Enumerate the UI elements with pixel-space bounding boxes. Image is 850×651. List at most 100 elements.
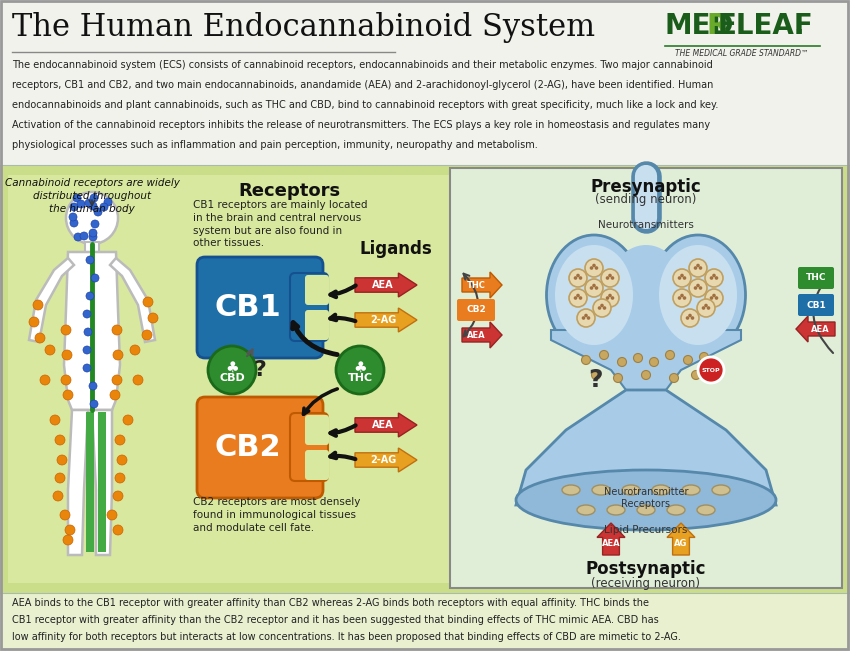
Circle shape xyxy=(595,286,598,290)
Circle shape xyxy=(593,299,611,317)
Circle shape xyxy=(614,374,622,383)
Polygon shape xyxy=(29,258,74,342)
Circle shape xyxy=(579,276,582,280)
Text: Receptors: Receptors xyxy=(238,182,340,200)
Circle shape xyxy=(606,276,609,280)
FancyBboxPatch shape xyxy=(798,267,834,289)
Text: The endocannabinoid system (ECS) consists of cannabinoid receptors, endocannabin: The endocannabinoid system (ECS) consist… xyxy=(12,60,713,70)
Circle shape xyxy=(586,316,590,320)
Circle shape xyxy=(680,273,683,277)
Circle shape xyxy=(704,304,708,307)
Circle shape xyxy=(35,333,45,343)
Circle shape xyxy=(61,325,71,335)
Circle shape xyxy=(63,535,73,545)
Ellipse shape xyxy=(637,505,655,515)
Circle shape xyxy=(581,355,591,365)
FancyBboxPatch shape xyxy=(290,413,328,481)
Circle shape xyxy=(66,192,118,244)
Circle shape xyxy=(142,330,152,340)
Circle shape xyxy=(712,294,716,298)
Circle shape xyxy=(686,316,689,320)
Circle shape xyxy=(617,357,626,367)
Circle shape xyxy=(677,276,682,280)
Polygon shape xyxy=(462,272,502,298)
Circle shape xyxy=(45,345,55,355)
FancyBboxPatch shape xyxy=(305,450,329,480)
Circle shape xyxy=(699,266,702,270)
Text: Lipid Precursors: Lipid Precursors xyxy=(604,525,688,535)
Circle shape xyxy=(680,294,683,298)
Bar xyxy=(85,242,99,252)
Ellipse shape xyxy=(555,245,633,345)
Circle shape xyxy=(83,364,91,372)
Circle shape xyxy=(610,296,615,300)
Circle shape xyxy=(610,276,615,280)
Circle shape xyxy=(50,415,60,425)
Circle shape xyxy=(683,296,686,300)
Polygon shape xyxy=(796,316,835,342)
Circle shape xyxy=(691,316,694,320)
Polygon shape xyxy=(667,523,695,555)
Text: ♣: ♣ xyxy=(225,359,239,374)
Ellipse shape xyxy=(606,245,686,345)
Circle shape xyxy=(113,350,123,360)
Circle shape xyxy=(696,264,700,268)
FancyBboxPatch shape xyxy=(290,273,328,341)
Circle shape xyxy=(683,355,693,365)
Circle shape xyxy=(601,289,619,307)
Text: endocannabinoids and plant cannabinoids, such as THC and CBD, bind to cannabinoi: endocannabinoids and plant cannabinoids,… xyxy=(12,100,718,110)
Circle shape xyxy=(592,284,596,287)
Bar xyxy=(8,175,843,583)
Circle shape xyxy=(89,229,97,237)
Circle shape xyxy=(89,233,97,241)
Circle shape xyxy=(86,256,94,264)
Polygon shape xyxy=(110,258,155,342)
Circle shape xyxy=(694,266,697,270)
Text: CB1 receptor with greater affinity than the CB2 receptor and it has been suggest: CB1 receptor with greater affinity than … xyxy=(12,615,659,625)
Ellipse shape xyxy=(697,505,715,515)
Polygon shape xyxy=(68,410,88,555)
FancyBboxPatch shape xyxy=(305,275,329,305)
Circle shape xyxy=(91,220,99,228)
Circle shape xyxy=(89,382,97,390)
Circle shape xyxy=(670,374,678,383)
Text: receptors, CB1 and CB2, and two main endocannabinoids, anandamide (AEA) and 2-ar: receptors, CB1 and CB2, and two main end… xyxy=(12,80,713,90)
Circle shape xyxy=(681,309,699,327)
Polygon shape xyxy=(551,330,741,390)
Polygon shape xyxy=(92,410,112,555)
Text: THC: THC xyxy=(806,273,826,283)
Text: physiological processes such as inflammation and pain perception, immunity, neur: physiological processes such as inflamma… xyxy=(12,140,538,150)
Text: Postsynaptic: Postsynaptic xyxy=(586,560,706,578)
Text: CB2: CB2 xyxy=(215,434,281,462)
Circle shape xyxy=(649,357,659,367)
Circle shape xyxy=(601,269,619,287)
FancyBboxPatch shape xyxy=(197,257,323,358)
Bar xyxy=(86,412,94,552)
Circle shape xyxy=(107,510,117,520)
Circle shape xyxy=(598,306,601,310)
Circle shape xyxy=(699,286,702,290)
Text: ?: ? xyxy=(253,360,266,380)
Circle shape xyxy=(57,455,67,465)
Text: Neurotransmitter: Neurotransmitter xyxy=(604,487,689,497)
Text: CB2: CB2 xyxy=(466,305,486,314)
Circle shape xyxy=(104,198,112,206)
Circle shape xyxy=(710,276,713,280)
Circle shape xyxy=(29,317,39,327)
Circle shape xyxy=(80,232,88,240)
Text: low affinity for both receptors but interacts at low concentrations. It has been: low affinity for both receptors but inte… xyxy=(12,632,681,642)
Polygon shape xyxy=(355,448,417,472)
Text: Receptors: Receptors xyxy=(621,499,671,509)
Circle shape xyxy=(677,296,682,300)
Bar xyxy=(450,168,842,588)
Text: AEA: AEA xyxy=(811,324,830,333)
Circle shape xyxy=(91,274,99,282)
Polygon shape xyxy=(64,252,120,410)
Circle shape xyxy=(94,208,102,216)
Text: Cannabinoid receptors are widely
distributed throughout
the human body: Cannabinoid receptors are widely distrib… xyxy=(4,178,179,214)
Circle shape xyxy=(77,200,85,208)
Circle shape xyxy=(697,299,715,317)
Text: CB2 receptors are most densely
found in immunological tissues
and modulate cell : CB2 receptors are most densely found in … xyxy=(193,497,360,533)
Text: CB1: CB1 xyxy=(806,301,826,309)
Bar xyxy=(0,0,850,165)
